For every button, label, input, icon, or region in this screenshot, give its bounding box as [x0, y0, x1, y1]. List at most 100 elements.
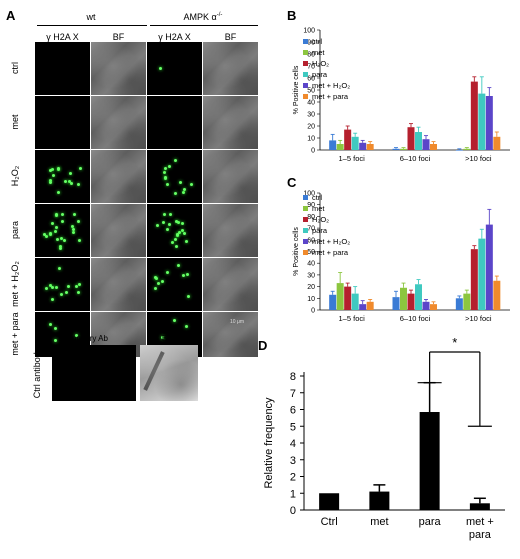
legend-label: H₂O₂ [312, 215, 329, 224]
focus-dot [173, 319, 177, 323]
col-header-gh2ax-wt: γ H2A X [46, 32, 79, 42]
focus-dot [160, 335, 164, 339]
focus-dot [54, 212, 58, 216]
bar [400, 287, 407, 310]
focus-dot [174, 192, 178, 196]
focus-dot [162, 170, 166, 174]
panel-b-label: B [287, 8, 297, 23]
focus-dot [49, 169, 53, 173]
legend-label: para [312, 70, 328, 79]
brightfield-image [203, 258, 258, 311]
legend-label: met + para [312, 92, 349, 101]
y-tick-label: 70 [307, 64, 315, 71]
panel-a-label: A [6, 8, 16, 23]
focus-dot [166, 270, 170, 274]
col-header-gh2ax-ko: γ H2A X [158, 32, 191, 42]
group-wt-line [37, 25, 147, 26]
y-tick-label: 70 [307, 226, 315, 233]
y-tick-label: 80 [307, 214, 315, 221]
y-tick-label: 40 [307, 100, 315, 107]
bar [422, 139, 430, 150]
x-tick-label: >10 foci [465, 154, 492, 163]
bar [336, 144, 344, 150]
focus-dot [77, 182, 81, 186]
focus-dot [67, 285, 71, 289]
y-tick-label: 6 [290, 405, 296, 417]
focus-dot [45, 286, 49, 290]
legend-swatch [303, 50, 308, 55]
focus-dot [177, 263, 181, 267]
col-header-bf-ko: BF [224, 32, 237, 42]
focus-dot [161, 279, 165, 283]
y-tick-label: 10 [307, 296, 315, 303]
focus-dot [77, 282, 81, 286]
y-tick-label: 40 [307, 261, 315, 268]
gh2ax-image [35, 258, 90, 311]
gh2ax-image [147, 204, 202, 257]
y-tick-label: 30 [307, 112, 315, 119]
focus-dot [181, 229, 185, 233]
y-tick-label: 30 [307, 272, 315, 279]
focus-dot [59, 292, 63, 296]
brightfield-image [203, 42, 258, 95]
focus-dot [55, 225, 59, 229]
legend-swatch [303, 250, 308, 255]
focus-dot [51, 167, 55, 171]
focus-dot [157, 282, 161, 286]
gh2ax-image [147, 42, 202, 95]
bar [430, 144, 437, 150]
y-tick-label: 0 [311, 148, 315, 155]
bar [351, 136, 359, 150]
ctrl-bf-image [140, 345, 198, 401]
brightfield-image [91, 96, 146, 149]
secondary-ab-label: Secondary Ab [58, 334, 108, 343]
x-tick-label: para [469, 529, 492, 541]
focus-dot [186, 294, 190, 298]
focus-dot [63, 239, 67, 243]
focus-dot [60, 213, 64, 217]
focus-dot [57, 267, 61, 271]
focus-dot [54, 286, 58, 290]
brightfield-image [91, 150, 146, 203]
focus-dot [73, 212, 77, 216]
focus-dot [51, 298, 55, 302]
bar [415, 284, 422, 310]
y-tick-label: 3 [290, 455, 296, 467]
bar [407, 293, 415, 310]
legend-swatch [303, 217, 308, 222]
x-tick-label: 1–5 foci [339, 154, 366, 163]
focus-dot [48, 178, 52, 182]
bar [415, 132, 422, 150]
legend-label: met + H₂O₂ [312, 81, 350, 90]
ctrl-bf-label: BF [161, 334, 173, 343]
focus-dot [54, 338, 58, 342]
y-tick-label: 100 [303, 191, 315, 198]
focus-dot [51, 174, 55, 178]
focus-dot [74, 333, 78, 337]
focus-dot [57, 190, 61, 194]
bar [319, 493, 340, 510]
focus-dot [175, 245, 179, 249]
brightfield-image [91, 204, 146, 257]
panel-c-label: C [287, 175, 297, 190]
bar [400, 148, 407, 150]
focus-dot [184, 325, 188, 329]
focus-dot [163, 212, 167, 216]
bar [478, 238, 486, 310]
group-ko-line [150, 25, 258, 26]
focus-dot [176, 233, 180, 237]
brightfield-image [203, 150, 258, 203]
y-tick-label: 2 [290, 472, 296, 484]
y-tick-label: 20 [307, 124, 315, 131]
bar [469, 503, 490, 510]
focus-dot [54, 326, 58, 330]
y-tick-label: 1 [290, 488, 296, 500]
legend-label: met [312, 48, 325, 57]
bar [359, 142, 367, 150]
legend-label: H₂O₂ [312, 59, 329, 68]
legend-label: para [312, 226, 328, 235]
scale-bar-label: 10 μm [230, 319, 244, 325]
bar [329, 294, 337, 310]
y-tick-label: 60 [307, 76, 315, 83]
